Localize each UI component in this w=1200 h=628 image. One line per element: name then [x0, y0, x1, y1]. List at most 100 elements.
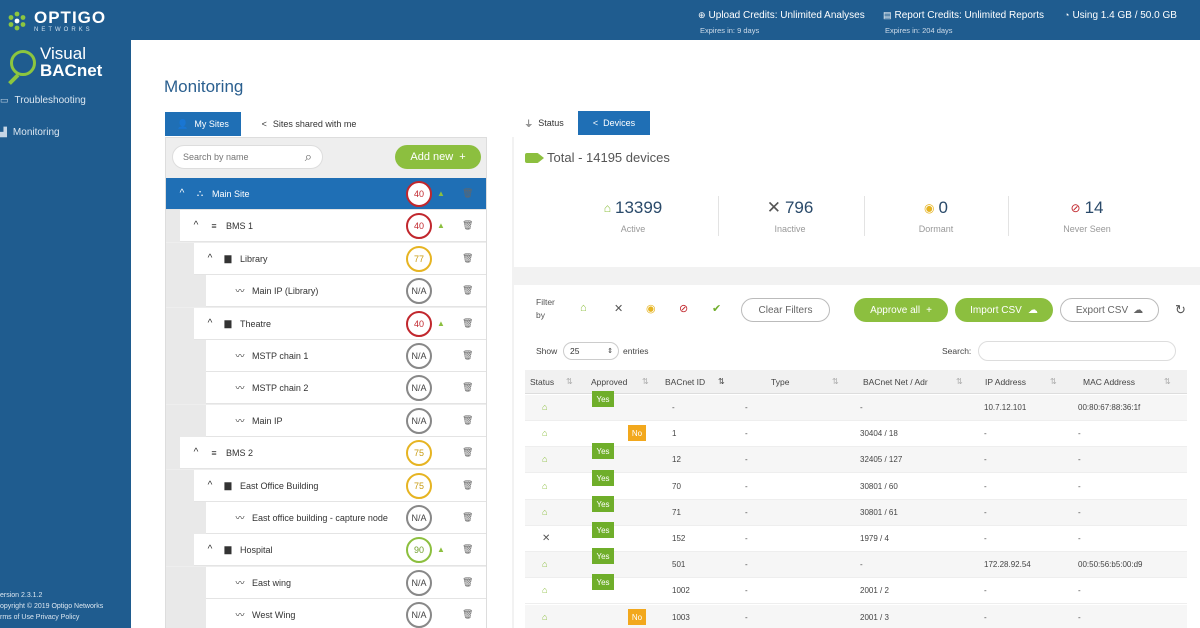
import-csv-button[interactable]: Import CSV ☁	[955, 298, 1053, 322]
health-score[interactable]: 75	[406, 473, 432, 499]
tree-row[interactable]: ^ ▆ East Office Building	[194, 470, 486, 502]
table-search-input[interactable]	[978, 341, 1176, 361]
approved-yes-badge[interactable]: Yes	[592, 522, 614, 538]
site-search-input[interactable]	[183, 152, 293, 162]
chevron-up-icon[interactable]: ^	[193, 220, 199, 231]
health-score[interactable]: 40	[406, 213, 432, 239]
visual-bacnet-logo[interactable]: Visual BACnet	[6, 44, 126, 88]
col-ip-address[interactable]: IP Address	[985, 377, 1026, 387]
filter-dormant-icon[interactable]: ◉	[646, 303, 656, 315]
health-score[interactable]: N/A	[406, 343, 432, 369]
export-csv-button[interactable]: Export CSV ☁	[1060, 298, 1159, 322]
table-row[interactable]	[525, 500, 1187, 526]
approved-yes-badge[interactable]: Yes	[592, 470, 614, 486]
col-status[interactable]: Status	[530, 377, 555, 387]
tree-row[interactable]: ^ ▆ Theatre	[194, 308, 486, 340]
approved-yes-badge[interactable]: Yes	[592, 574, 614, 590]
table-row[interactable]	[525, 526, 1187, 552]
trash-icon[interactable]: 🗑	[462, 350, 474, 360]
sort-icon[interactable]: ⇅	[956, 377, 963, 386]
refresh-icon[interactable]: ↻	[1175, 302, 1186, 317]
stat-never-seen[interactable]: ⊘ 14 Never Seen	[1017, 198, 1157, 234]
sort-icon[interactable]: ⇅	[642, 377, 649, 386]
tree-row[interactable]: 〰 Main IP (Library)	[206, 275, 486, 307]
chevron-up-icon[interactable]: ^	[207, 253, 213, 264]
table-row[interactable]	[525, 395, 1187, 421]
table-row[interactable]	[525, 474, 1187, 500]
sidebar-item-troubleshooting[interactable]: ▭ Troubleshooting	[0, 95, 86, 106]
chevron-up-icon[interactable]: ^	[207, 544, 213, 555]
table-row[interactable]	[525, 578, 1187, 604]
table-row[interactable]	[525, 447, 1187, 473]
col-bacnet-id[interactable]: BACnet ID	[665, 377, 706, 387]
trash-icon[interactable]: 🗑	[462, 609, 474, 619]
trash-icon[interactable]: 🗑	[462, 512, 474, 522]
chevron-up-icon[interactable]: ^	[193, 447, 199, 458]
site-search[interactable]: ⌕	[172, 145, 323, 169]
trash-icon[interactable]: 🗑	[462, 188, 474, 198]
sort-icon[interactable]: ⇅	[1164, 377, 1171, 386]
tree-row[interactable]: ^ ▆ Library	[194, 243, 486, 275]
health-score[interactable]: 40	[406, 181, 432, 207]
entries-select[interactable]: 25 ⇕	[563, 342, 619, 360]
col-bacnet-net[interactable]: BACnet Net / Adr	[863, 377, 928, 387]
filter-active-icon[interactable]: ⌂	[580, 302, 587, 314]
health-score[interactable]: 77	[406, 246, 432, 272]
tree-row[interactable]: ^ ▆ Hospital	[194, 534, 486, 566]
col-approved[interactable]: Approved	[591, 377, 628, 387]
chevron-up-icon[interactable]: ^	[207, 480, 213, 491]
table-row[interactable]	[525, 605, 1187, 628]
health-score[interactable]: 90	[406, 537, 432, 563]
stat-dormant[interactable]: ◉ 0 Dormant	[866, 198, 1006, 234]
tab-shared-sites[interactable]: < Sites shared with me	[249, 112, 369, 136]
approved-yes-badge[interactable]: Yes	[592, 548, 614, 564]
table-row[interactable]	[525, 421, 1187, 447]
trash-icon[interactable]: 🗑	[462, 285, 474, 295]
col-mac-address[interactable]: MAC Address	[1083, 377, 1135, 387]
health-score[interactable]: 40	[406, 311, 432, 337]
tab-status[interactable]: ⏚ Status	[516, 111, 572, 135]
health-score[interactable]: 75	[406, 440, 432, 466]
sort-active-icon[interactable]: ⇅	[718, 377, 725, 386]
stat-inactive[interactable]: ✕ 796 Inactive	[720, 198, 860, 234]
chevron-up-icon[interactable]: ^	[207, 318, 213, 329]
tree-row[interactable]: 〰 West Wing	[206, 599, 486, 628]
approved-no-badge[interactable]: No	[628, 425, 646, 441]
trash-icon[interactable]: 🗑	[462, 318, 474, 328]
health-score[interactable]: N/A	[406, 570, 432, 596]
approved-no-badge[interactable]: No	[628, 609, 646, 625]
tree-row[interactable]: 〰 East office building - capture node	[206, 502, 486, 534]
health-score[interactable]: N/A	[406, 278, 432, 304]
approved-yes-badge[interactable]: Yes	[592, 391, 614, 407]
filter-inactive-icon[interactable]: ✕	[614, 303, 624, 315]
optigo-logo[interactable]: OPTIGO NETWORKS	[6, 8, 106, 34]
table-row[interactable]	[525, 552, 1187, 578]
tree-row[interactable]: 〰 MSTP chain 2	[206, 372, 486, 404]
clear-filters-button[interactable]: Clear Filters	[741, 298, 830, 322]
sort-icon[interactable]: ⇅	[566, 377, 573, 386]
sidebar-item-monitoring[interactable]: ▟ Monitoring	[0, 127, 60, 138]
report-credits[interactable]: ▤ Report Credits: Unlimited Reports Expir…	[883, 10, 1044, 35]
filter-approved-icon[interactable]: ✔	[712, 303, 722, 315]
trash-icon[interactable]: 🗑	[462, 447, 474, 457]
tree-row[interactable]: 〰 MSTP chain 1	[206, 340, 486, 372]
upload-credits[interactable]: ⊕ Upload Credits: Unlimited Analyses Expi…	[698, 10, 865, 35]
trash-icon[interactable]: 🗑	[462, 480, 474, 490]
health-score[interactable]: N/A	[406, 408, 432, 434]
filter-never-seen-icon[interactable]: ⊘	[679, 303, 689, 315]
trash-icon[interactable]: 🗑	[462, 544, 474, 554]
approved-yes-badge[interactable]: Yes	[592, 496, 614, 512]
col-type[interactable]: Type	[771, 377, 790, 387]
trash-icon[interactable]: 🗑	[462, 415, 474, 425]
tab-my-sites[interactable]: 👤 My Sites	[165, 112, 241, 136]
approved-yes-badge[interactable]: Yes	[592, 443, 614, 459]
health-score[interactable]: N/A	[406, 602, 432, 628]
stat-active[interactable]: ⌂ 13399 Active	[563, 198, 703, 234]
sort-icon[interactable]: ⇅	[832, 377, 839, 386]
tree-row[interactable]: ^ ≡ BMS 1	[180, 210, 486, 242]
trash-icon[interactable]: 🗑	[462, 382, 474, 392]
tree-row[interactable]: 〰 East wing	[206, 567, 486, 599]
health-score[interactable]: N/A	[406, 375, 432, 401]
tree-row[interactable]: ^ ≡ BMS 2	[180, 437, 486, 469]
sort-icon[interactable]: ⇅	[1050, 377, 1057, 386]
